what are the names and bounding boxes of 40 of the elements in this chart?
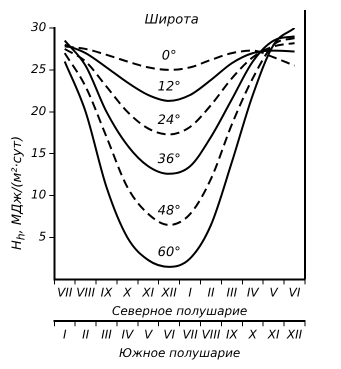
text: VII bbox=[182, 328, 198, 342]
series-label: 48° bbox=[158, 203, 181, 218]
text: XII bbox=[286, 328, 303, 342]
series-label: 24° bbox=[158, 112, 181, 128]
text: VIII bbox=[202, 328, 221, 342]
text: II bbox=[82, 328, 90, 342]
text: IV bbox=[122, 328, 134, 342]
y-tick-label: 25 bbox=[30, 62, 46, 76]
text: VI bbox=[163, 328, 176, 342]
x-tick-label: III bbox=[226, 286, 238, 300]
x-tick-label: II bbox=[207, 286, 215, 300]
x-tick-label: IX bbox=[100, 286, 114, 300]
x-tick-label: XII bbox=[160, 286, 178, 300]
x-tick-label: X bbox=[122, 286, 132, 300]
text: X bbox=[248, 328, 258, 342]
legend-title: Широта bbox=[144, 12, 199, 28]
text: I bbox=[62, 328, 67, 342]
x-tick-label: VII bbox=[57, 286, 73, 300]
y-tick-label: 15 bbox=[30, 146, 46, 160]
text: IX bbox=[226, 328, 239, 342]
x-tick-label: I bbox=[188, 286, 192, 300]
line-series bbox=[64, 28, 296, 268]
y-tick-label: 20 bbox=[30, 104, 47, 118]
series-label: 60° bbox=[158, 245, 181, 260]
text: III bbox=[101, 328, 112, 342]
x-tick-label: V bbox=[270, 286, 279, 300]
y-tick-label: 10 bbox=[30, 188, 47, 202]
x-tick-label: VI bbox=[288, 286, 301, 300]
x-tick-label: IV bbox=[246, 286, 260, 300]
text: XI bbox=[266, 328, 280, 342]
x-tick-label: VIII bbox=[76, 286, 96, 300]
x-tick-label: XI bbox=[141, 286, 155, 300]
series-label: 12° bbox=[158, 79, 181, 94]
series-label: 0° bbox=[162, 48, 177, 64]
y-tick-label: 5 bbox=[38, 230, 46, 244]
y-tick-label: 30 bbox=[30, 20, 47, 34]
x2-axis-title: Южное полушарие bbox=[119, 346, 240, 360]
x-axis-title: Северное полушарие bbox=[112, 304, 248, 318]
text: V bbox=[144, 328, 154, 342]
series-label: 36° bbox=[158, 152, 181, 168]
